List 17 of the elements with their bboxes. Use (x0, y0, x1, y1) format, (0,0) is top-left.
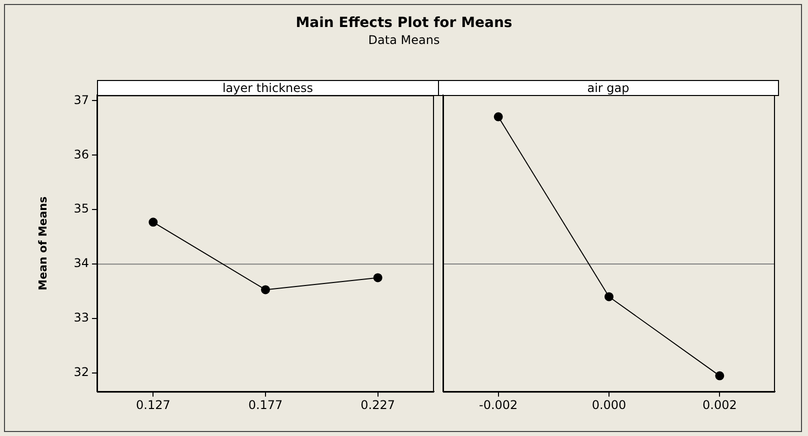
x-tick-label: 0.002 (702, 398, 736, 412)
x-tick-label: -0.002 (478, 398, 518, 412)
x-tick-label: 0.177 (248, 398, 283, 412)
x-axis-title: layer thickness (97, 80, 438, 96)
y-tick-label: 37 (74, 92, 89, 107)
x-axis-title: air gap (438, 80, 779, 96)
y-axis-title: Mean of Means (36, 196, 50, 290)
y-tick-label: 35 (74, 202, 89, 216)
chart-title: Main Effects Plot for Means (294, 15, 514, 31)
x-tick-label: 0.000 (591, 398, 626, 412)
chart-subtitle: Data Means (367, 33, 441, 47)
y-tick-label: 33 (74, 310, 89, 325)
x-tick-label: 0.127 (136, 398, 170, 412)
x-tick-label: 0.227 (360, 398, 396, 412)
y-tick-label: 34 (74, 256, 89, 270)
y-tick-label: 32 (74, 365, 89, 380)
y-tick-label: 36 (74, 147, 89, 162)
